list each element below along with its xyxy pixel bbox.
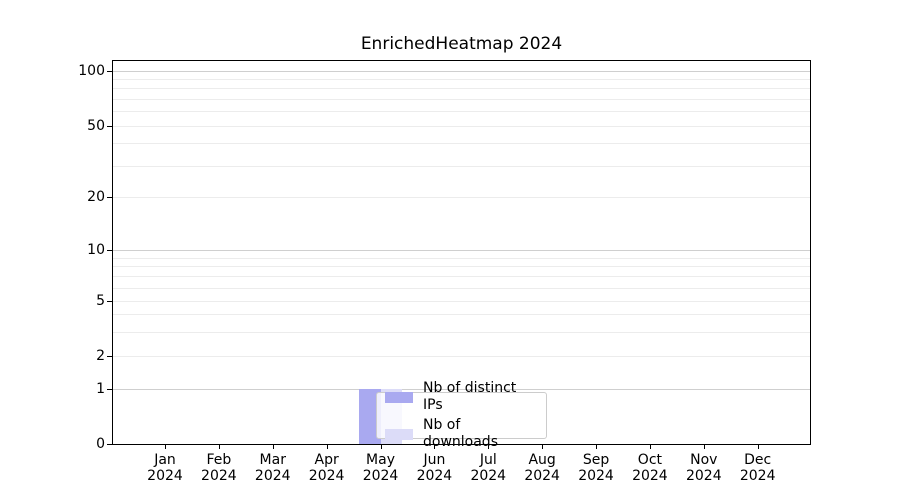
x-tick-mark <box>757 445 759 449</box>
grid-minor-line <box>113 301 810 302</box>
x-tick-label: Aug 2024 <box>524 452 560 484</box>
grid-minor-line <box>113 287 810 289</box>
y-tick-label: 50 <box>87 118 105 134</box>
grid-minor-line <box>113 111 810 113</box>
x-tick-label: Sep 2024 <box>578 452 614 484</box>
grid-minor-line <box>113 314 810 316</box>
x-tick-mark <box>380 445 382 449</box>
chart-title: EnrichedHeatmap 2024 <box>360 34 563 54</box>
x-tick-label: May 2024 <box>362 452 399 484</box>
grid-minor-line <box>113 99 810 101</box>
y-tick-label: 10 <box>87 242 105 258</box>
grid-minor-line <box>113 266 810 268</box>
y-tick-mark <box>107 356 112 357</box>
y-tick-label: 1 <box>96 381 105 397</box>
legend: Nb of distinct IPs Nb of downloads <box>376 380 547 450</box>
x-tick-mark <box>596 445 598 449</box>
legend-label-distinct-ips: Nb of distinct IPs <box>423 380 517 413</box>
legend-swatch-downloads <box>385 428 413 440</box>
grid-minor-line <box>113 356 810 357</box>
x-tick-label: Jun 2024 <box>416 452 453 484</box>
grid-minor-line <box>113 257 810 259</box>
grid-minor-line <box>113 78 810 80</box>
x-tick-label: Nov 2024 <box>685 452 722 484</box>
grid-minor-line <box>113 197 810 198</box>
grid-major-line <box>113 250 810 251</box>
plot-area: Nb of distinct IPs Nb of downloads <box>112 60 811 450</box>
grid-major-line <box>113 70 810 72</box>
y-tick-label: 2 <box>96 348 105 364</box>
x-tick-mark <box>326 445 328 449</box>
x-tick-mark <box>649 445 651 449</box>
y-tick-mark <box>107 70 112 72</box>
y-tick-mark <box>107 126 112 127</box>
x-tick-label: Jan 2024 <box>147 452 183 484</box>
y-tick-label: 100 <box>78 62 105 79</box>
y-tick-label: 5 <box>96 293 105 309</box>
grid-minor-line <box>113 143 810 145</box>
legend-label-downloads: Nb of downloads <box>423 417 498 450</box>
legend-item-downloads: Nb of downloads <box>385 417 538 451</box>
y-tick-mark <box>107 197 112 198</box>
x-tick-label: Feb 2024 <box>201 452 237 484</box>
y-tick-label: 0 <box>96 436 105 452</box>
x-tick-mark <box>272 445 274 449</box>
grid-minor-line <box>113 331 810 333</box>
x-tick-label: Oct 2024 <box>632 452 668 484</box>
x-tick-mark <box>488 445 490 449</box>
x-tick-mark <box>703 445 705 449</box>
grid-minor-line <box>113 165 810 167</box>
grid-minor-line <box>113 88 810 90</box>
x-tick-mark <box>434 445 436 449</box>
x-tick-label: Mar 2024 <box>254 452 291 484</box>
grid-minor-line <box>113 126 810 127</box>
y-tick-mark <box>107 389 112 390</box>
x-tick-mark <box>218 445 220 449</box>
y-tick-label: 20 <box>87 189 105 205</box>
y-tick-mark <box>107 301 112 302</box>
x-tick-label: Dec 2024 <box>739 452 776 484</box>
grid-minor-line <box>113 276 810 278</box>
bar-distinct-ips <box>359 389 381 444</box>
x-tick-mark <box>165 445 166 449</box>
legend-swatch-distinct-ips <box>385 391 413 403</box>
y-tick-mark <box>107 250 112 251</box>
x-tick-label: Apr 2024 <box>308 452 345 484</box>
grid-major-line <box>113 389 810 390</box>
x-tick-label: Jul 2024 <box>470 452 507 484</box>
legend-item-distinct-ips: Nb of distinct IPs <box>385 380 538 414</box>
y-tick-mark <box>107 444 112 445</box>
x-tick-mark <box>542 445 544 449</box>
